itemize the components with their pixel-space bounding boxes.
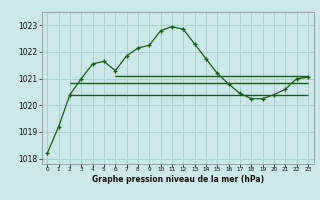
X-axis label: Graphe pression niveau de la mer (hPa): Graphe pression niveau de la mer (hPa) [92,175,264,184]
